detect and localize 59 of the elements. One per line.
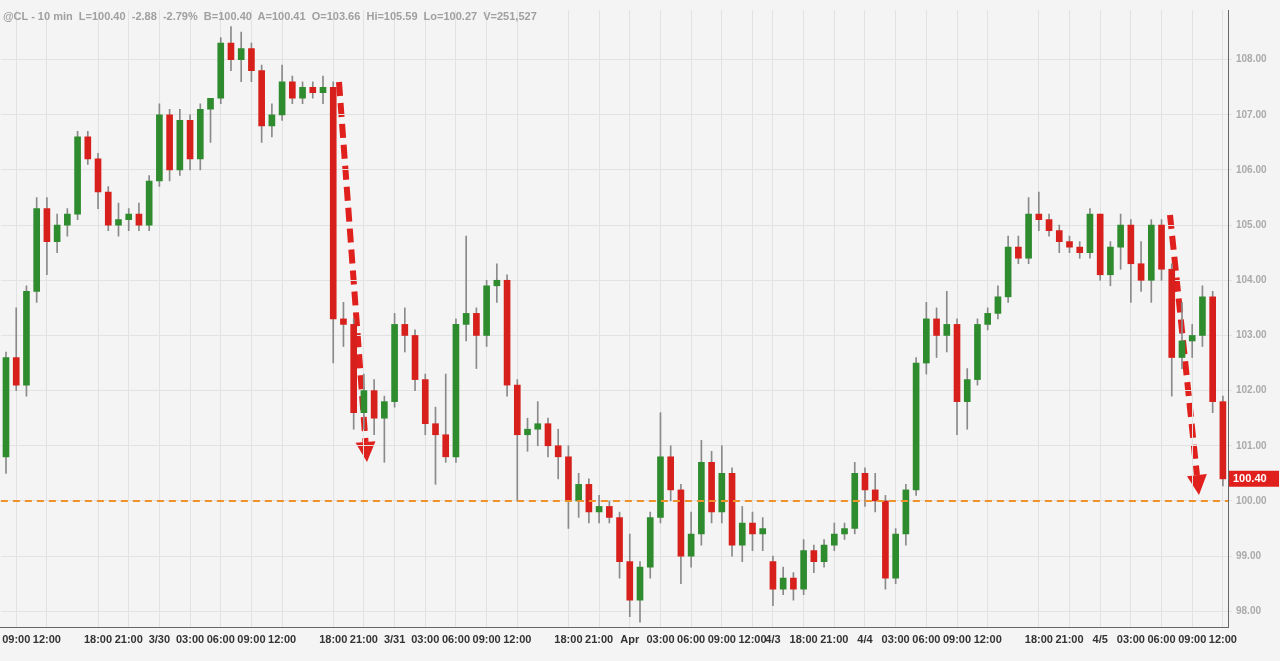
y-tick-label: 105.00 bbox=[1236, 218, 1268, 230]
y-tick-label: 104.00 bbox=[1236, 274, 1268, 286]
x-tick-label: 18:00 bbox=[554, 633, 583, 646]
candlestick bbox=[554, 428, 562, 480]
x-tick-label: 18:00 bbox=[789, 633, 818, 646]
chart-title: @CL - 10 min L=100.40 -2.88 -2.79% B=100.40 A=100.41 O=103.66 Hi=105.59 Lo=100.27 V=251,527 bbox=[2, 10, 537, 23]
x-tick-label: 12:00 bbox=[268, 633, 297, 646]
y-tick-label: 102.00 bbox=[1236, 384, 1268, 396]
x-tick-label: 12:00 bbox=[973, 633, 1002, 646]
x-tick-label: 06:00 bbox=[206, 633, 235, 646]
x-tick-label: 3/30 bbox=[148, 633, 171, 646]
x-tick-label: Apr bbox=[620, 633, 640, 646]
x-tick-label: 03:00 bbox=[646, 633, 675, 646]
candlestick bbox=[1035, 191, 1043, 231]
candlestick bbox=[534, 401, 542, 447]
y-tick-label: 100.00 bbox=[1236, 494, 1268, 506]
text: 100.40 bbox=[1233, 471, 1267, 484]
y-tick-label: 107.00 bbox=[1236, 108, 1268, 120]
x-tick-label: 09:00 bbox=[1178, 633, 1207, 646]
x-tick-label: 18:00 bbox=[83, 633, 113, 646]
x-tick-label: 21:00 bbox=[1055, 633, 1084, 646]
candlestick bbox=[1188, 324, 1196, 358]
x-tick-label: 4/4 bbox=[857, 633, 874, 646]
x-tick-label: 4/3 bbox=[765, 633, 781, 646]
x-tick-label: 21:00 bbox=[585, 633, 614, 646]
x-tick-label: 06:00 bbox=[441, 633, 471, 646]
x-tick-label: 18:00 bbox=[1024, 633, 1053, 646]
x-tick-label: 06:00 bbox=[1147, 633, 1176, 646]
y-tick-label: 99.00 bbox=[1236, 549, 1262, 561]
x-tick-label: 12:00 bbox=[503, 633, 532, 646]
x-tick-label: 21:00 bbox=[349, 633, 378, 646]
y-tick-label: 101.00 bbox=[1236, 439, 1268, 451]
x-tick-label: 03:00 bbox=[1116, 633, 1145, 646]
x-tick-label: 21:00 bbox=[114, 633, 143, 646]
x-tick-label: 09:00 bbox=[237, 633, 266, 646]
x-tick-label: 18:00 bbox=[319, 633, 348, 646]
x-tick-label: 12:00 bbox=[1208, 633, 1237, 646]
x-tick-label: 12:00 bbox=[32, 633, 61, 646]
y-tick-label: 108.00 bbox=[1236, 53, 1268, 65]
x-tick-label: 06:00 bbox=[912, 633, 941, 646]
candlestick bbox=[759, 517, 767, 551]
x-tick-label: 3/31 bbox=[383, 633, 406, 646]
x-tick-label: 4/5 bbox=[1092, 633, 1108, 646]
x-tick-label: 09:00 bbox=[942, 633, 972, 646]
y-tick-label: 98.00 bbox=[1236, 605, 1262, 616]
x-tick-label: 21:00 bbox=[820, 633, 849, 646]
candlestick bbox=[462, 235, 470, 342]
x-tick-label: 09:00 bbox=[472, 633, 501, 646]
x-tick-label: 03:00 bbox=[176, 633, 205, 646]
y-tick-label: 106.00 bbox=[1236, 163, 1268, 175]
x-tick-label: 03:00 bbox=[411, 633, 440, 646]
candlestick bbox=[943, 290, 951, 353]
x-tick-label: 06:00 bbox=[677, 633, 706, 646]
x-tick-label: 12:00 bbox=[738, 633, 767, 646]
x-tick-label: 09:00 bbox=[707, 633, 736, 646]
x-tick-label: 03:00 bbox=[881, 633, 910, 646]
candlestick bbox=[237, 31, 245, 83]
x-tick-label: 09:00 bbox=[2, 633, 31, 646]
y-tick-label: 103.00 bbox=[1236, 329, 1268, 341]
